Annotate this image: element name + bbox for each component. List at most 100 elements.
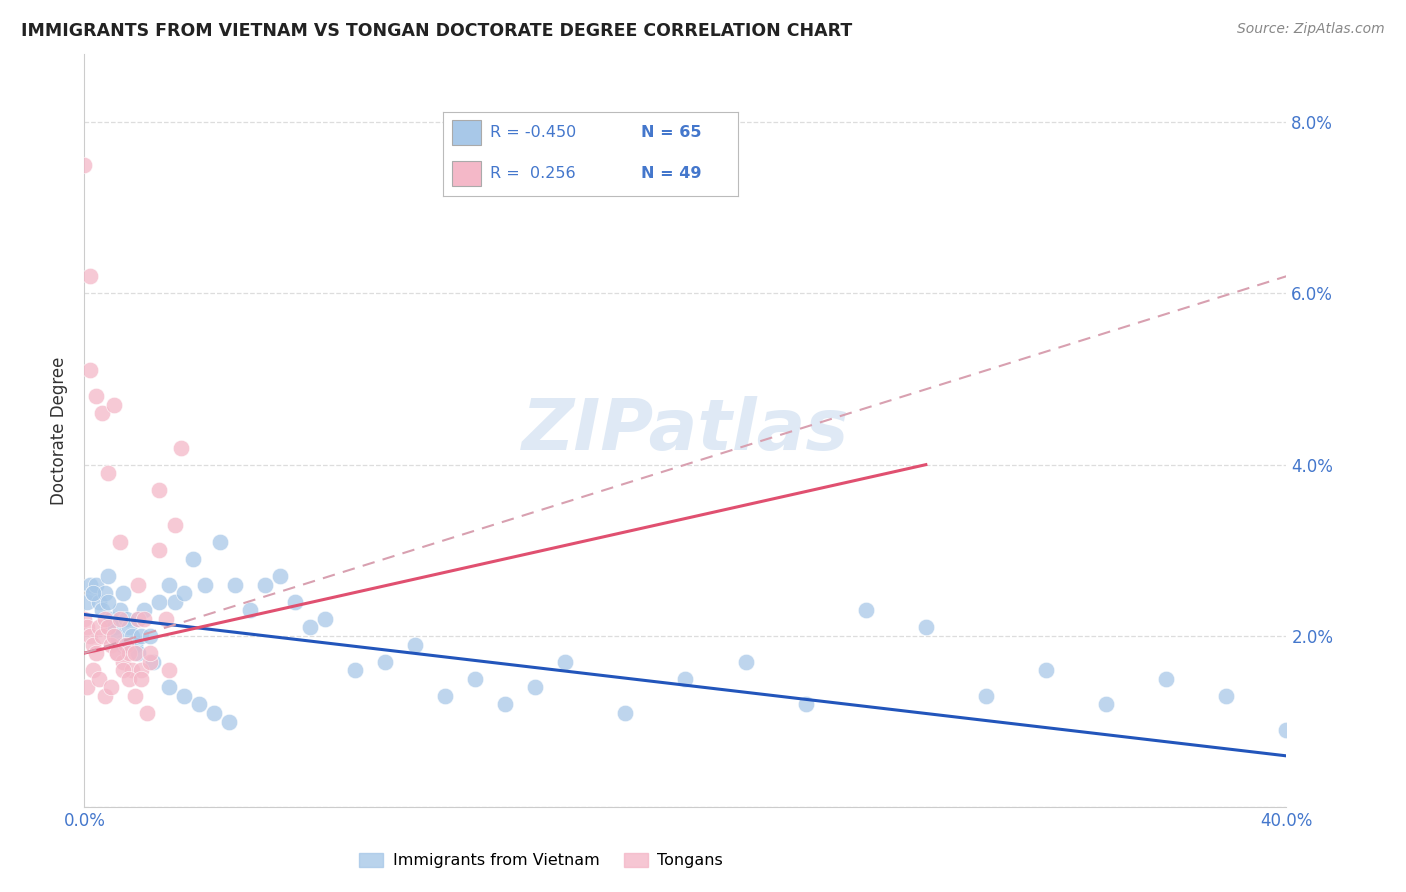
- Point: [794, 698, 817, 712]
- Point: [107, 629, 129, 643]
- Point: [314, 612, 336, 626]
- Point: [82, 586, 104, 600]
- Point: [97, 569, 120, 583]
- Point: [91, 406, 114, 420]
- Point: [91, 629, 114, 643]
- Point: [157, 681, 180, 695]
- Point: [148, 595, 170, 609]
- Point: [110, 603, 132, 617]
- Point: [110, 612, 132, 626]
- Point: [73, 158, 96, 172]
- Point: [73, 612, 96, 626]
- Point: [89, 620, 111, 634]
- Point: [124, 689, 146, 703]
- Point: [374, 655, 396, 669]
- Point: [1156, 672, 1178, 686]
- Point: [97, 467, 120, 481]
- Point: [112, 663, 135, 677]
- Point: [974, 689, 997, 703]
- Point: [82, 663, 104, 677]
- Point: [269, 569, 291, 583]
- Point: [100, 638, 122, 652]
- Point: [139, 646, 162, 660]
- Point: [89, 595, 111, 609]
- Text: IMMIGRANTS FROM VIETNAM VS TONGAN DOCTORATE DEGREE CORRELATION CHART: IMMIGRANTS FROM VIETNAM VS TONGAN DOCTOR…: [21, 22, 852, 40]
- Text: N = 49: N = 49: [641, 166, 702, 181]
- Y-axis label: Doctorate Degree: Doctorate Degree: [51, 356, 69, 505]
- Point: [464, 672, 486, 686]
- Point: [103, 398, 125, 412]
- Point: [134, 603, 156, 617]
- Point: [121, 663, 143, 677]
- Point: [734, 655, 756, 669]
- Point: [239, 603, 262, 617]
- Point: [157, 663, 180, 677]
- Point: [97, 595, 120, 609]
- Point: [554, 655, 576, 669]
- Point: [284, 595, 307, 609]
- Point: [100, 681, 122, 695]
- Point: [124, 638, 146, 652]
- Point: [131, 629, 153, 643]
- Point: [253, 577, 276, 591]
- Point: [79, 363, 101, 377]
- Bar: [451, 120, 481, 145]
- Text: R =  0.256: R = 0.256: [491, 166, 575, 181]
- Point: [124, 646, 146, 660]
- Point: [675, 672, 697, 686]
- Point: [118, 620, 141, 634]
- Point: [127, 646, 149, 660]
- Point: [79, 629, 101, 643]
- Point: [100, 612, 122, 626]
- Point: [163, 517, 186, 532]
- Point: [86, 646, 108, 660]
- Point: [131, 663, 153, 677]
- Point: [218, 714, 240, 729]
- Point: [148, 543, 170, 558]
- Point: [115, 638, 138, 652]
- Point: [343, 663, 366, 677]
- Point: [94, 586, 117, 600]
- Text: Source: ZipAtlas.com: Source: ZipAtlas.com: [1237, 22, 1385, 37]
- Point: [94, 689, 117, 703]
- Point: [157, 577, 180, 591]
- Point: [76, 620, 98, 634]
- Point: [76, 595, 98, 609]
- Point: [76, 681, 98, 695]
- Point: [173, 586, 195, 600]
- Point: [187, 698, 209, 712]
- Point: [107, 646, 129, 660]
- Text: N = 65: N = 65: [641, 125, 702, 140]
- Point: [915, 620, 938, 634]
- Point: [86, 389, 108, 403]
- Point: [121, 629, 143, 643]
- Point: [1215, 689, 1237, 703]
- Point: [118, 646, 141, 660]
- Point: [169, 441, 191, 455]
- Point: [202, 706, 225, 720]
- Point: [82, 638, 104, 652]
- Text: ZIPatlas: ZIPatlas: [522, 396, 849, 465]
- Point: [127, 577, 149, 591]
- Text: R = -0.450: R = -0.450: [491, 125, 576, 140]
- Point: [136, 706, 159, 720]
- Point: [134, 612, 156, 626]
- Point: [139, 629, 162, 643]
- Point: [163, 595, 186, 609]
- Point: [142, 655, 165, 669]
- Point: [298, 620, 321, 634]
- Point: [103, 620, 125, 634]
- Point: [139, 655, 162, 669]
- Point: [112, 586, 135, 600]
- Bar: [451, 161, 481, 186]
- Point: [434, 689, 457, 703]
- Point: [82, 586, 104, 600]
- Point: [127, 612, 149, 626]
- Point: [155, 612, 177, 626]
- Point: [131, 672, 153, 686]
- Point: [1035, 663, 1057, 677]
- Point: [614, 706, 637, 720]
- Point: [173, 689, 195, 703]
- Point: [118, 672, 141, 686]
- Point: [112, 638, 135, 652]
